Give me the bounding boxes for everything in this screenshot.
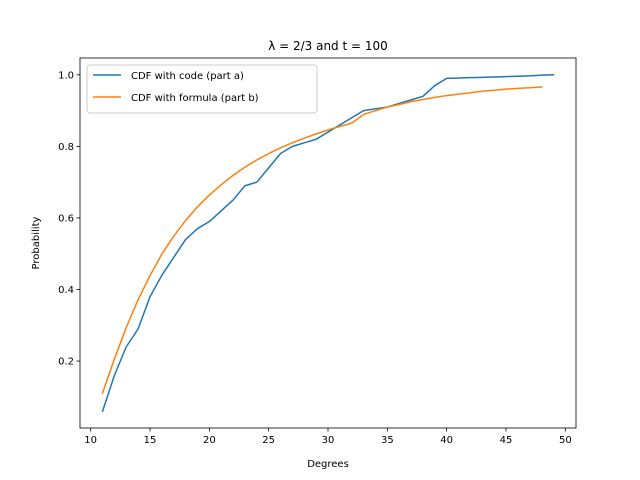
y-tick-label: 0.8	[58, 142, 74, 153]
x-tick-label: 20	[203, 435, 216, 446]
y-tick-label: 0.4	[58, 285, 74, 296]
series-layer	[101, 74, 555, 413]
x-tick-label: 50	[559, 435, 572, 446]
x-tick-label: 15	[144, 435, 157, 446]
legend: CDF with code (part a) CDF with formula …	[86, 64, 318, 114]
x-tick-label: 40	[440, 435, 453, 446]
legend-label-formula: CDF with formula (part b)	[131, 93, 259, 104]
x-tick-label: 25	[262, 435, 275, 446]
x-tick-label: 10	[84, 435, 97, 446]
series-line-formula	[101, 86, 543, 394]
series-line-code	[101, 74, 555, 413]
y-tick-label: 0.6	[58, 213, 74, 224]
y-tick-label: 0.2	[58, 357, 74, 368]
y-axis-label: Probability	[31, 216, 42, 269]
plot-area	[80, 58, 576, 428]
x-tick-label: 30	[322, 435, 335, 446]
x-tick-label: 35	[381, 435, 394, 446]
x-tick-label: 45	[500, 435, 513, 446]
y-tick-label: 1.0	[58, 70, 74, 81]
x-axis: 10 15 20 25 30 35 40 45 50	[84, 428, 572, 446]
x-axis-label: Degrees	[307, 459, 349, 470]
chart-title: λ = 2/3 and t = 100	[268, 39, 388, 53]
y-axis: 0.2 0.4 0.6 0.8 1.0	[58, 70, 80, 368]
legend-label-code: CDF with code (part a)	[131, 71, 244, 82]
legend-box	[86, 64, 318, 114]
